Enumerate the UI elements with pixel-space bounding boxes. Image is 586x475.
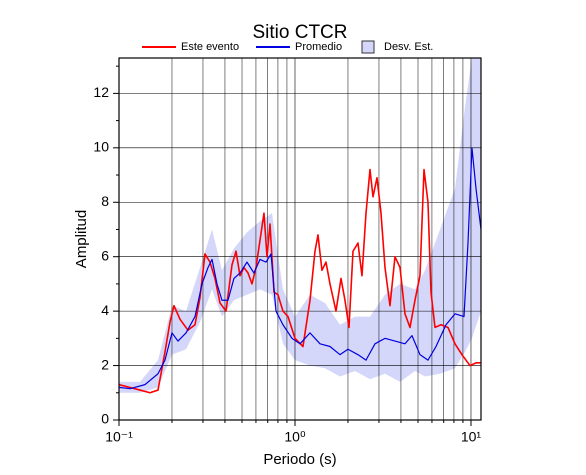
legend-label: Desv. Est. — [384, 41, 433, 53]
x-tick-label: 10¹ — [461, 429, 482, 445]
y-tick-label: 12 — [93, 84, 109, 100]
legend-label: Este evento — [181, 41, 239, 53]
y-axis-label: Amplitud — [73, 210, 90, 268]
x-tick-label: 10⁰ — [284, 429, 306, 445]
series-line — [119, 168, 481, 394]
axes: 10⁻¹ 10⁰ 10¹ 0 2 4 6 8 10 12 — [93, 57, 482, 445]
plot-frame — [118, 57, 482, 421]
legend-label: Promedio — [295, 41, 342, 53]
y-tick-label: 6 — [101, 247, 109, 263]
legend: Este evento Promedio Desv. Est. — [142, 40, 433, 54]
chart-title: Sitio CTCR — [252, 22, 347, 43]
y-tick-label: 4 — [101, 302, 109, 318]
y-tick-label: 2 — [101, 356, 109, 372]
x-tick-label: 10⁻¹ — [105, 429, 133, 445]
plot-area — [119, 58, 481, 420]
y-tick-label: 0 — [101, 411, 109, 427]
y-tick-label: 8 — [101, 193, 109, 209]
std-band — [119, 58, 481, 393]
legend-swatch — [361, 40, 375, 54]
x-axis-label: Periodo (s) — [263, 451, 336, 468]
series-line — [119, 147, 481, 390]
y-tick-label: 10 — [93, 139, 109, 155]
